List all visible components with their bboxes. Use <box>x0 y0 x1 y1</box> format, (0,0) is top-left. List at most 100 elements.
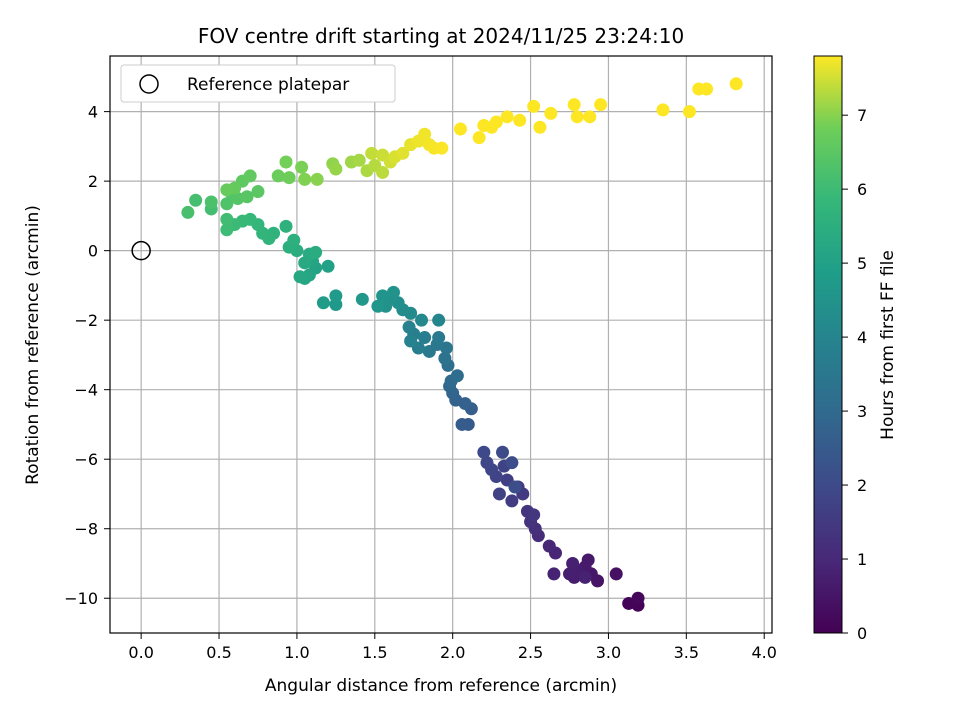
colorbar: 0 1 2 3 4 5 6 7 Hours from first FF file <box>813 55 898 643</box>
x-tick-label: 2.0 <box>440 643 465 662</box>
legend-entry-reference: Reference platepar <box>187 75 349 95</box>
data-point <box>438 351 452 365</box>
data-point <box>386 285 400 299</box>
data-point <box>700 82 714 96</box>
data-point <box>513 113 527 127</box>
legend-box <box>120 64 396 103</box>
data-point <box>533 120 547 134</box>
x-tick-label: 3.5 <box>674 643 699 662</box>
colorbar-label: Hours from first FF file <box>878 250 898 440</box>
data-point <box>544 106 558 120</box>
legend-marker-icon <box>139 74 159 94</box>
data-point <box>220 223 234 237</box>
y-axis-label: Rotation from reference (arcmin) <box>23 205 43 485</box>
x-tick-label: 0.0 <box>128 643 153 662</box>
data-point <box>355 292 369 306</box>
data-point <box>365 146 379 160</box>
data-point <box>450 369 464 383</box>
data-point <box>567 98 581 112</box>
data-point <box>279 155 293 169</box>
colorbar-gradient <box>813 55 843 634</box>
plot-frame <box>109 55 773 634</box>
data-point <box>310 172 324 186</box>
data-point <box>251 185 265 199</box>
data-point <box>583 110 597 124</box>
data-point <box>432 313 446 327</box>
data-point <box>279 219 293 233</box>
chart-title: FOV centre drift starting at 2024/11/25 … <box>198 24 684 48</box>
data-point <box>271 169 285 183</box>
data-point <box>435 141 449 155</box>
legend: Reference platepar <box>120 64 396 103</box>
y-tick-label: −10 <box>64 589 98 608</box>
colorbar-tick-label: 1 <box>857 550 867 569</box>
x-tick-label: 1.0 <box>284 643 309 662</box>
data-points <box>181 77 743 612</box>
data-point <box>527 99 541 113</box>
x-tick-label: 3.0 <box>596 643 621 662</box>
data-point <box>243 169 257 183</box>
x-tick-label: 0.5 <box>206 643 231 662</box>
data-point <box>396 146 410 160</box>
colorbar-tick-label: 5 <box>857 254 867 273</box>
data-point <box>189 193 203 207</box>
data-point <box>240 190 254 204</box>
data-point <box>418 127 432 141</box>
colorbar-tick-label: 4 <box>857 328 867 347</box>
x-tick-label: 4.0 <box>751 643 776 662</box>
data-point <box>455 417 469 431</box>
data-point <box>500 110 514 124</box>
data-point <box>282 171 296 185</box>
data-point <box>489 115 503 129</box>
data-point <box>352 153 366 167</box>
data-point <box>578 570 592 584</box>
colorbar-tick-label: 0 <box>857 624 867 643</box>
data-point <box>656 103 670 117</box>
data-point <box>376 165 390 179</box>
data-point <box>418 331 432 345</box>
colorbar-tick-label: 7 <box>857 106 867 125</box>
data-point <box>298 172 312 186</box>
data-point <box>682 105 696 119</box>
data-point <box>508 480 522 494</box>
x-axis-ticks: 0.0 0.5 1.0 1.5 2.0 2.5 3.0 3.5 4.0 <box>128 633 777 662</box>
colorbar-tick-label: 3 <box>857 402 867 421</box>
data-point <box>527 508 541 522</box>
data-point <box>492 487 506 501</box>
data-point <box>293 270 307 284</box>
y-tick-label: 0 <box>88 242 98 261</box>
data-point <box>453 122 467 136</box>
data-point <box>570 110 584 124</box>
y-tick-label: 4 <box>88 103 98 122</box>
data-point <box>631 591 645 605</box>
data-point <box>547 567 561 581</box>
reference-platepar-marker <box>131 240 151 261</box>
data-point <box>729 77 743 91</box>
data-point <box>371 299 385 313</box>
y-tick-label: −4 <box>74 381 98 400</box>
data-point <box>316 296 330 310</box>
data-point <box>329 289 343 303</box>
data-point <box>321 259 335 273</box>
colorbar-tick-label: 6 <box>857 180 867 199</box>
data-point <box>295 160 309 174</box>
data-point <box>329 162 343 176</box>
data-point <box>404 334 418 348</box>
data-point <box>594 98 608 112</box>
data-point <box>204 195 218 209</box>
colorbar-tick-label: 2 <box>857 476 867 495</box>
data-point <box>220 197 234 211</box>
data-point <box>287 233 301 247</box>
data-point <box>220 212 234 226</box>
data-point <box>181 205 195 219</box>
x-tick-label: 1.5 <box>362 643 387 662</box>
data-point <box>566 556 580 570</box>
data-point <box>472 131 486 145</box>
data-point <box>402 320 416 334</box>
data-point <box>542 539 556 553</box>
data-point <box>505 494 519 508</box>
x-axis-label: Angular distance from reference (arcmin) <box>265 676 617 696</box>
data-point <box>505 456 519 470</box>
data-point <box>563 567 577 581</box>
